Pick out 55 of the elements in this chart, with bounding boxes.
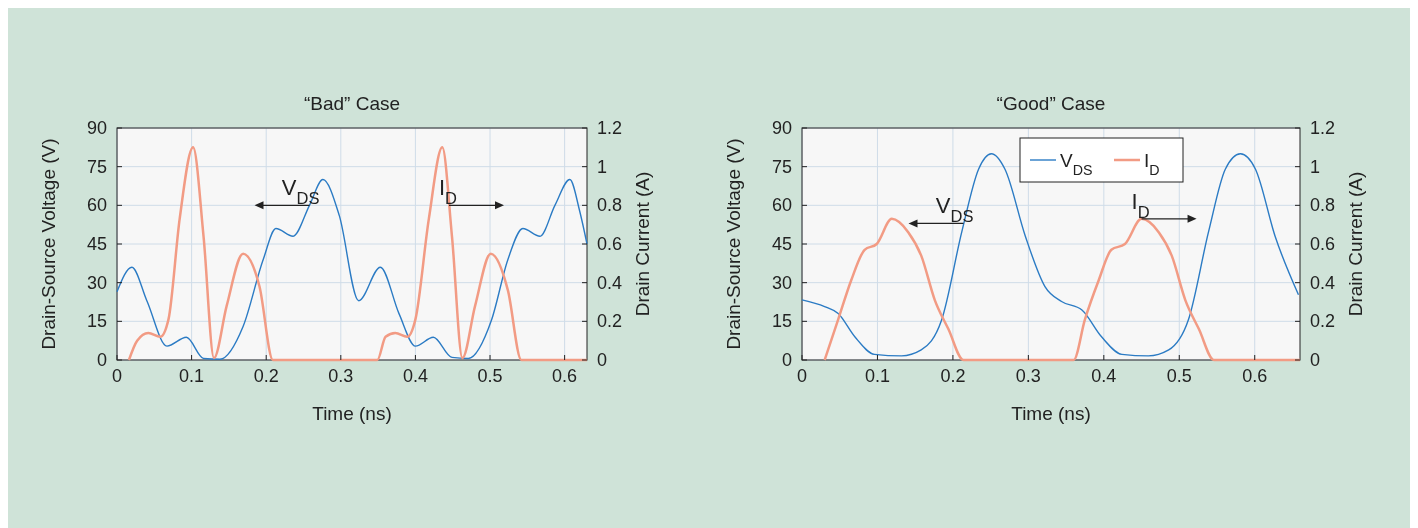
x-tick-label: 0 [111, 366, 123, 386]
legend-label: I$_{D}$ [1144, 150, 1160, 178]
y2-tick-label: 0 [1310, 350, 1321, 370]
x-axis-title: Time (ns) [312, 403, 392, 424]
y2-tick-label: 1 [597, 156, 608, 177]
y-tick-label: 45 [86, 234, 107, 254]
y2-tick-label: 0.2 [1310, 311, 1336, 332]
x-tick-label: 0.6 [552, 366, 578, 386]
annotation: I$_{D}$ [1131, 188, 1150, 221]
y-tick-label: 15 [86, 311, 107, 332]
y-tick-label: 60 [86, 195, 107, 216]
x-axis-title: Time (ns) [1011, 403, 1091, 424]
y2-tick-label: 0.6 [1310, 234, 1336, 254]
x-tick-label: 0.4 [1091, 366, 1117, 386]
x-tick-label: 0.2 [253, 366, 279, 386]
y2-tick-label: 0.4 [597, 272, 623, 293]
x-tick-label: 0.2 [940, 366, 966, 386]
y2-tick-label: 0.8 [597, 195, 623, 216]
x-tick-label: 0.5 [477, 366, 503, 386]
legend-label: V$_{DS}$ [1060, 150, 1093, 178]
y-tick-label: 0 [96, 350, 107, 370]
y-tick-label: 15 [771, 311, 792, 332]
y2-tick-label: 0.8 [1310, 195, 1336, 216]
x-tick-label: 0.6 [1242, 366, 1268, 386]
y2-tick-label: 0.6 [597, 234, 623, 254]
y-tick-label: 90 [86, 118, 107, 138]
x-tick-label: 0 [796, 366, 808, 386]
y-tick-label: 90 [771, 118, 792, 138]
y-tick-label: 75 [771, 156, 792, 177]
y2-tick-label: 0.2 [597, 311, 623, 332]
y2-axis-title: Drain Current (A) [632, 171, 653, 317]
y-tick-label: 30 [86, 272, 107, 293]
y-tick-label: 75 [86, 156, 107, 177]
chart-title: “Bad” Case [303, 93, 401, 114]
y2-axis-title: Drain Current (A) [1345, 171, 1366, 317]
x-tick-label: 0.1 [179, 366, 205, 386]
y2-tick-label: 1.2 [1310, 118, 1336, 138]
x-tick-label: 0.3 [328, 366, 354, 386]
chart-title: “Good” Case [996, 93, 1106, 114]
y-axis-title: Drain-Source Voltage (V) [723, 138, 744, 350]
y-tick-label: 0 [781, 350, 792, 370]
y2-tick-label: 0.4 [1310, 272, 1336, 293]
x-tick-label: 0.4 [402, 366, 428, 386]
annotation: I$_{D}$ [438, 175, 458, 208]
y-axis-title: Drain-Source Voltage (V) [38, 138, 59, 350]
y2-tick-label: 1 [1310, 156, 1321, 177]
y2-tick-label: 0 [597, 350, 608, 370]
x-tick-label: 0.1 [864, 366, 890, 386]
y2-tick-label: 1.2 [597, 118, 623, 138]
line-series [801, 153, 1300, 357]
x-tick-label: 0.3 [1015, 366, 1041, 386]
x-tick-label: 0.5 [1166, 366, 1192, 386]
y-tick-label: 45 [771, 234, 792, 254]
y-tick-label: 60 [771, 195, 792, 216]
y-tick-label: 30 [771, 272, 792, 293]
